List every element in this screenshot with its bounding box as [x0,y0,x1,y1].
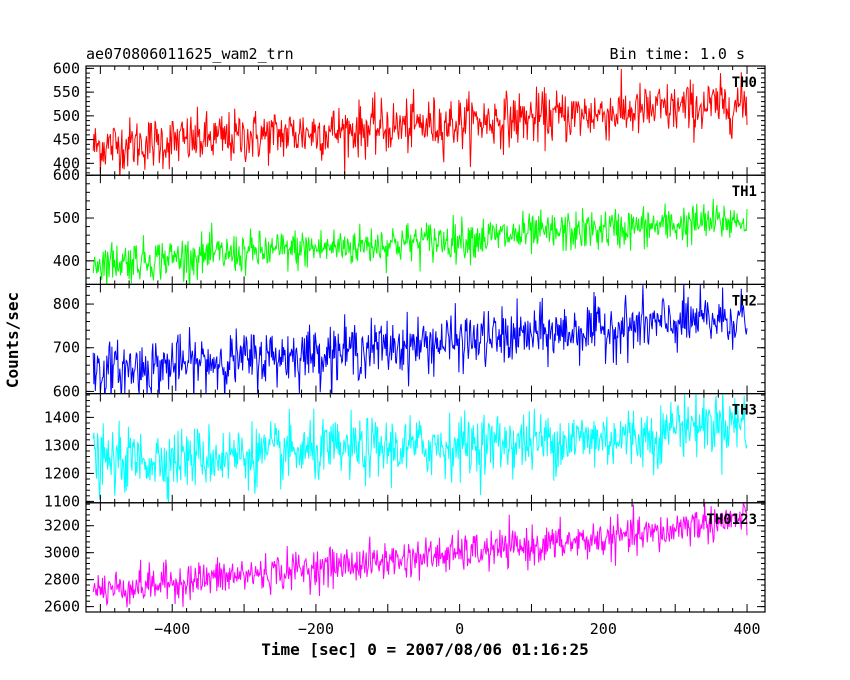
chart-title: ae070806011625_wam2_trn [86,45,294,63]
x-axis: −400 −200 0 200 400 [154,620,760,638]
y-tick-label: 600 [53,59,80,77]
y-tick-label: 3200 [44,517,80,535]
y-tick-label: 450 [53,131,80,149]
series-line-th0123 [92,502,748,608]
x-tick-label: 400 [733,620,760,638]
x-tick-label: −400 [154,620,190,638]
panel-th0123: 2600 2800 3000 3200 TH0123 [44,502,766,616]
y-tick-label: 400 [53,154,80,172]
y-tick-label: 1100 [44,492,80,510]
panel-th3: 1100 1200 1300 1400 TH3 [44,393,766,510]
y-tick-label: 600 [53,166,80,184]
series-label-th0123: TH0123 [706,512,757,528]
y-tick-label: 1400 [44,408,80,426]
y-tick-label: 600 [53,382,80,400]
y-tick-label: 500 [53,209,80,227]
series-label-th1: TH1 [732,184,757,200]
panel-th1: 400 500 600 TH1 [53,166,766,285]
y-tick-label: 400 [53,252,80,270]
panel-th0: 400 450 500 550 600 TH0 [53,59,766,176]
y-tick-label: 700 [53,339,80,357]
panel-frame [85,174,766,285]
y-tick-label: 2600 [44,598,80,616]
panel-frame [85,502,766,613]
y-tick-label: 3000 [44,544,80,562]
panel-th2: 600 700 800 TH2 [53,283,766,400]
y-tick-label: 500 [53,107,80,125]
x-tick-label: 0 [455,620,464,638]
y-tick-label: 1300 [44,436,80,454]
y-axis-title: Counts/sec [3,292,22,388]
bin-time-label: Bin time: 1.0 s [610,45,745,63]
series-label-th0: TH0 [732,75,757,91]
series-label-th2: TH2 [732,293,757,309]
series-line-th1 [92,198,748,285]
x-axis-title: Time [sec] 0 = 2007/08/06 01:16:25 [261,640,589,659]
series-line-th0 [92,68,748,176]
x-tick-label: 200 [590,620,617,638]
y-tick-label: 550 [53,83,80,101]
series-line-th3 [92,393,748,503]
panel-frame [85,65,766,176]
y-tick-label: 2800 [44,571,80,589]
x-tick-label: −200 [298,620,334,638]
y-tick-label: 800 [53,295,80,313]
series-line-th2 [92,284,748,394]
panels: 400 450 500 550 600 TH0 400 500 600 TH1 600 700 800 T… [44,59,766,616]
series-label-th3: TH3 [732,403,757,419]
y-tick-label: 1200 [44,464,80,482]
